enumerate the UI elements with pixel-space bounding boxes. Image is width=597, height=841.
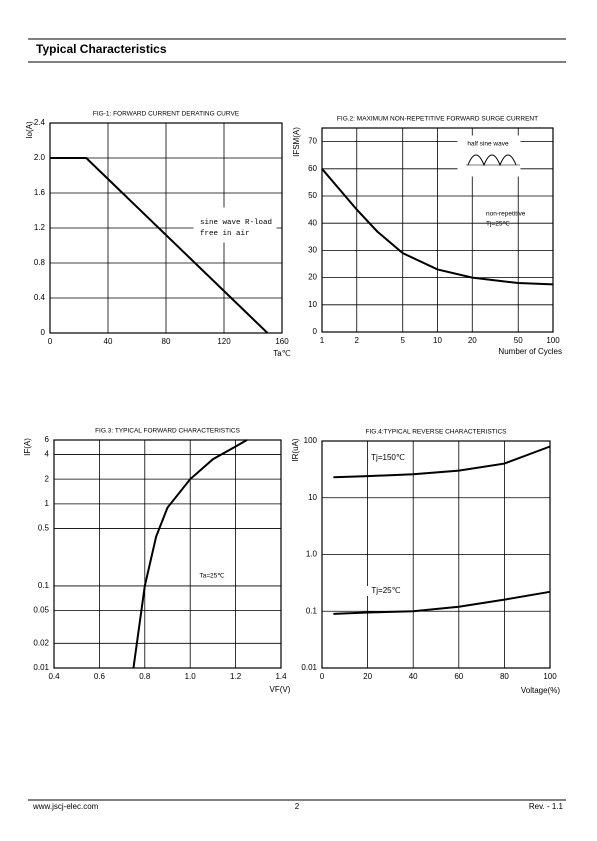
x-tick-label: 1: [320, 336, 325, 345]
annotation: free in air: [200, 230, 250, 238]
y-tick-label: 50: [308, 191, 317, 200]
x-tick-label: 1.4: [275, 672, 287, 681]
chart-title: FIG.3: TYPICAL FORWARD CHARACTERISTICS: [95, 428, 240, 435]
x-tick-label: 5: [401, 336, 406, 345]
annotation: non-repetitive: [486, 211, 526, 218]
y-tick-label: 1: [45, 499, 50, 508]
x-tick-label: 0.6: [94, 672, 106, 681]
y-tick-label: 4: [45, 450, 50, 459]
y-axis-label: IR(uA): [291, 438, 300, 461]
plot-frame: [53, 439, 282, 669]
y-tick-label: 60: [308, 164, 317, 173]
x-tick-label: 80: [500, 672, 509, 681]
footer-revision: Rev. - 1.1: [529, 802, 564, 811]
y-tick-label: 10: [308, 300, 317, 309]
y-tick-label: 2: [45, 474, 50, 483]
x-tick-label: 1.2: [230, 672, 242, 681]
y-tick-label: 2.4: [34, 118, 46, 127]
y-tick-label: 6: [45, 435, 50, 444]
x-tick-label: 80: [162, 337, 171, 346]
chart-title: FIG.2: MAXIMUM NON-REPETITIVE FORWARD SU…: [337, 116, 538, 123]
plot-frame: [49, 122, 283, 334]
y-axis-label: IF(A): [23, 438, 32, 456]
inset-wave: [467, 154, 517, 167]
x-tick-label: 100: [543, 672, 557, 681]
annotation: Ta=25℃: [199, 573, 225, 580]
y-tick-label: 0.05: [33, 606, 49, 615]
y-tick-label: 1.2: [34, 223, 46, 232]
x-axis-label: Number of Cycles: [498, 347, 562, 356]
x-axis-label: VF(V): [270, 685, 291, 694]
y-tick-label: 0.1: [38, 581, 50, 590]
x-tick-label: 0: [48, 337, 53, 346]
x-tick-label: 0: [320, 672, 325, 681]
annotation: sine wave R-load: [200, 219, 272, 227]
x-axis-label: Ta℃: [273, 349, 290, 358]
plot-frame: [321, 440, 551, 669]
y-tick-label: 10: [308, 493, 317, 502]
footer-website: www.jscj-elec.com: [32, 802, 99, 811]
y-axis-label: IFSM(A): [292, 127, 301, 157]
y-tick-label: 70: [308, 137, 317, 146]
y-tick-label: 100: [304, 436, 318, 445]
annotation-box: [193, 207, 277, 243]
y-tick-label: 0.01: [301, 663, 317, 672]
y-tick-label: 40: [308, 218, 317, 227]
curve: [333, 590, 551, 615]
x-tick-label: 40: [409, 672, 418, 681]
x-tick-label: 100: [546, 336, 560, 345]
y-axis-label: Io(A): [25, 121, 34, 139]
x-tick-label: 20: [468, 336, 477, 345]
x-tick-label: 0.8: [139, 672, 151, 681]
curve: [321, 168, 554, 286]
y-tick-label: 2.0: [34, 153, 46, 162]
y-tick-label: 30: [308, 246, 317, 255]
x-tick-label: 40: [104, 337, 113, 346]
y-tick-label: 1.0: [306, 550, 318, 559]
x-axis-label: Voltage(%): [521, 686, 560, 695]
y-tick-label: 0.4: [34, 293, 46, 302]
curve: [132, 439, 248, 669]
x-tick-label: 0.4: [48, 672, 60, 681]
annotation: Tj=25℃: [486, 221, 510, 228]
y-tick-label: 1.6: [34, 188, 46, 197]
y-tick-label: 20: [308, 273, 317, 282]
series-label: Tj=25℃: [371, 586, 400, 595]
annotation: half sine wave: [467, 141, 509, 148]
y-tick-label: 0.01: [33, 663, 49, 672]
x-tick-label: 1.0: [185, 672, 197, 681]
legend-bg: [369, 453, 407, 463]
y-tick-label: 0.02: [33, 638, 49, 647]
curve: [333, 445, 551, 479]
y-tick-label: 0.5: [38, 524, 50, 533]
x-tick-label: 20: [363, 672, 372, 681]
curve: [50, 157, 269, 334]
annotation-box: [457, 135, 521, 177]
page-title: Typical Characteristics: [36, 42, 167, 56]
x-tick-label: 160: [275, 337, 289, 346]
series-label: Tj=150℃: [371, 453, 405, 462]
y-tick-label: 0.8: [34, 258, 46, 267]
y-tick-label: 0: [41, 328, 46, 337]
x-tick-label: 120: [217, 337, 231, 346]
x-tick-label: 2: [355, 336, 360, 345]
chart-title: FIG-1: FORWARD CURRENT DERATING CURVE: [93, 111, 240, 118]
x-tick-label: 60: [454, 672, 463, 681]
footer-page: 2: [295, 802, 300, 811]
legend-bg: [367, 586, 405, 596]
x-tick-label: 10: [433, 336, 442, 345]
plot-frame: [321, 127, 554, 333]
y-tick-label: 0: [313, 327, 318, 336]
y-tick-label: 0.1: [306, 606, 318, 615]
x-tick-label: 50: [514, 336, 523, 345]
chart-title: FIG.4:TYPICAL REVERSE CHARACTERISTICS: [366, 429, 508, 436]
